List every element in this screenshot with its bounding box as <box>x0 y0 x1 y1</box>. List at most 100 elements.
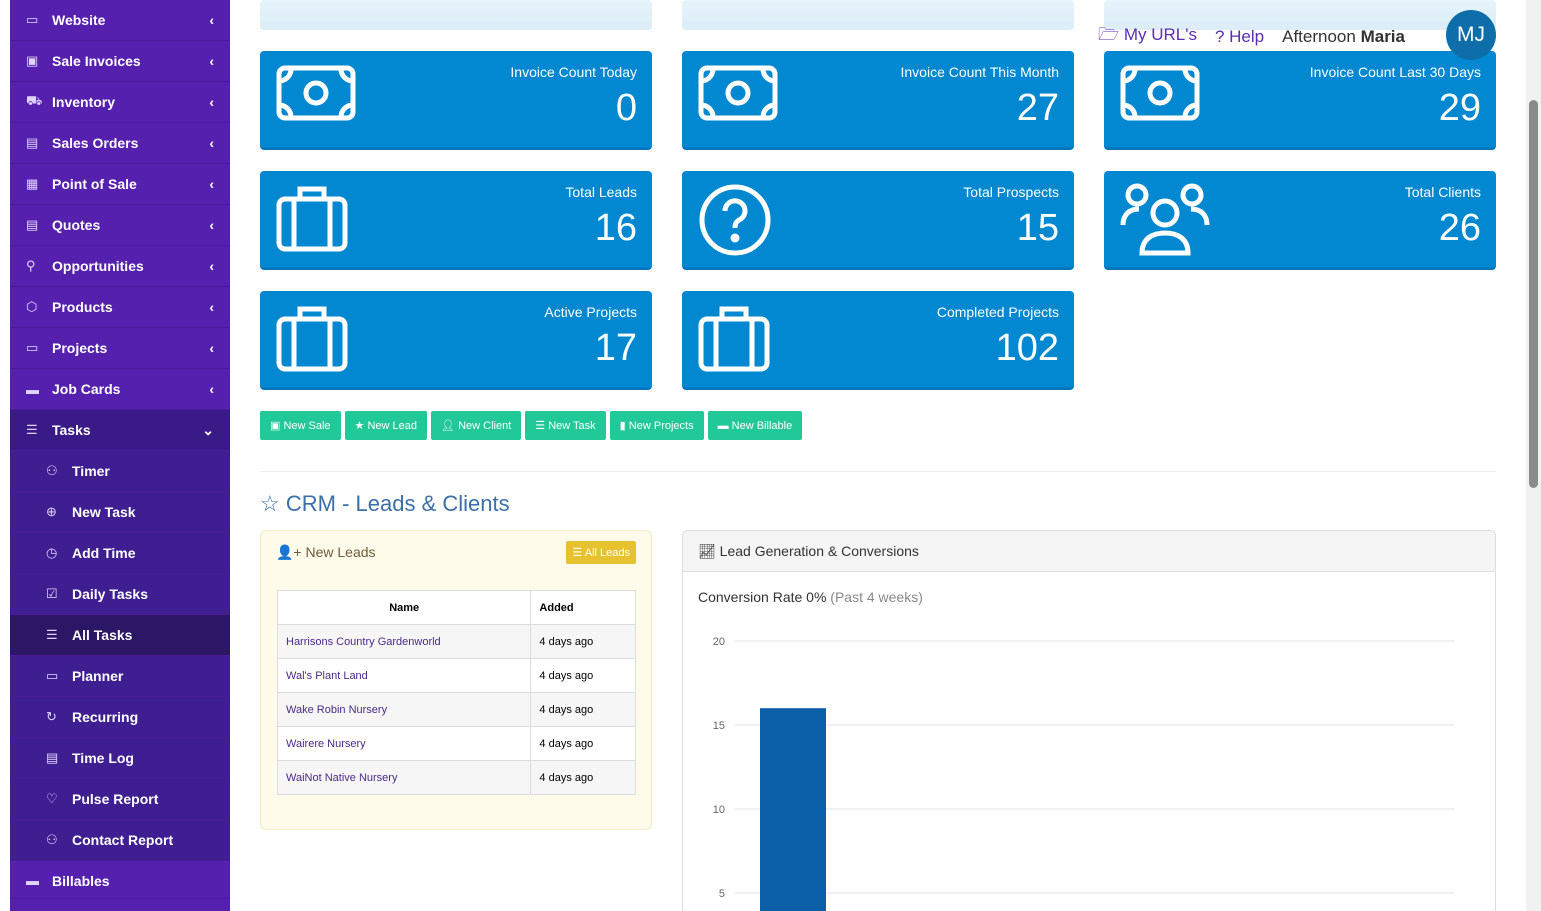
button-label: New Lead <box>367 419 418 432</box>
stat-tile[interactable]: Invoice Count Last 30 Days 29 <box>1104 51 1496 150</box>
lead-link[interactable]: Harrisons Country Gardenworld <box>286 635 441 648</box>
money-icon: ▣ <box>26 53 39 68</box>
lead-added: 4 days ago <box>530 658 636 693</box>
new-task-button[interactable]: ☰ New Task <box>525 411 606 440</box>
lead-generation-panel: 📈︎ Lead Generation & Conversions Convers… <box>682 530 1496 911</box>
my-urls-link[interactable]: 🗁 My URL's <box>1098 25 1197 44</box>
top-bar: 🗁 My URL's ? Help Afternoon Maria <box>1098 22 1405 51</box>
sidebar-item-label: Sales Orders <box>52 135 139 151</box>
sidebar-subitem-recurring[interactable]: ↻ Recurring <box>10 697 230 738</box>
sidebar-item-label: Add Time <box>72 545 136 561</box>
sidebar-item-website[interactable]: ▭ Website ‹ <box>10 0 230 41</box>
document-icon: ▤ <box>26 135 39 150</box>
sidebar-item-opportunities[interactable]: ⚲ Opportunities ‹ <box>10 246 230 287</box>
lead-chart: 5 10 15 20 <box>713 636 1455 911</box>
table-row: Wairere Nursery 4 days ago <box>276 726 636 761</box>
sidebar-item-point-of-sale[interactable]: ▦ Point of Sale ‹ <box>10 164 230 205</box>
all-leads-button[interactable]: ☰ All Leads <box>566 540 636 564</box>
sidebar-subitem-time-log[interactable]: ▤ Time Log <box>10 738 230 779</box>
check-square-icon: ☑ <box>46 586 58 601</box>
sidebar-subitem-planner[interactable]: ▭ Planner <box>10 656 230 697</box>
sidebar-subitem-all-tasks[interactable]: ☰ All Tasks <box>10 615 230 656</box>
chevron-left-icon: ‹ <box>209 299 214 315</box>
stat-tile[interactable]: Total Prospects 15 <box>682 171 1074 270</box>
stat-value: 0 <box>615 87 637 129</box>
sidebar-item-sale-invoices[interactable]: ▣ Sale Invoices ‹ <box>10 41 230 82</box>
scrollbar-thumb[interactable] <box>1529 100 1538 488</box>
stat-tile[interactable]: Active Projects 17 <box>260 291 652 390</box>
sidebar-subitem-new-task[interactable]: ⊕ New Task <box>10 492 230 533</box>
sidebar-item-label: Opportunities <box>52 258 144 274</box>
new-projects-button[interactable]: ▮ New Projects <box>609 411 704 440</box>
new-leads-label: New Leads <box>305 543 376 560</box>
sidebar-item-products[interactable]: ⬡ Products ‹ <box>10 287 230 328</box>
chevron-left-icon: ‹ <box>209 135 214 151</box>
sidebar-item-label: Point of Sale <box>52 176 137 192</box>
sidebar-subitem-contact-report[interactable]: ⚇ Contact Report <box>10 820 230 861</box>
new-client-button[interactable]: 👤︎ New Client <box>431 411 522 440</box>
briefcase-icon: ▮ <box>619 420 626 432</box>
sidebar-subitem-daily-tasks[interactable]: ☑ Daily Tasks <box>10 574 230 615</box>
chevron-left-icon: ‹ <box>209 12 214 28</box>
id-card-icon: ▬ <box>26 381 39 397</box>
sidebar-subitem-timer[interactable]: ⚇ Timer <box>10 451 230 492</box>
lead-link[interactable]: Wal's Plant Land <box>286 669 368 682</box>
sidebar-item-label: Projects <box>52 340 108 356</box>
lead-name-cell: Harrisons Country Gardenworld <box>276 624 532 659</box>
button-label: New Projects <box>628 419 694 432</box>
sidebar-item-label: Sale Invoices <box>52 53 141 69</box>
sidebar-item-label: Pulse Report <box>72 791 159 807</box>
button-label: New Sale <box>283 419 331 432</box>
sidebar-item-inventory[interactable]: ⛟ Inventory ‹ <box>10 82 230 123</box>
user-name: Maria <box>1360 26 1405 46</box>
new-billable-button[interactable]: ▬ New Billable <box>707 411 803 440</box>
sidebar-subitem-pulse-report[interactable]: ♡ Pulse Report <box>10 779 230 820</box>
sidebar-item-quotes[interactable]: ▤ Quotes ‹ <box>10 205 230 246</box>
lead-name-cell: Wal's Plant Land <box>276 658 532 693</box>
button-label: New Task <box>548 419 596 432</box>
sidebar-item-tasks[interactable]: ☰ Tasks ⌄ <box>10 410 230 451</box>
sidebar-item-label: Planner <box>72 668 124 684</box>
new-lead-button[interactable]: ★ New Lead <box>344 411 428 440</box>
stat-tile[interactable]: Total Clients 26 <box>1104 171 1496 270</box>
sidebar-subitem-add-time[interactable]: ◷ Add Time <box>10 533 230 574</box>
divider <box>260 471 1496 472</box>
stat-label: Active Projects <box>544 304 637 320</box>
lead-link[interactable]: Wake Robin Nursery <box>286 703 388 716</box>
sidebar-item-billables[interactable]: ▬ Billables <box>10 863 230 899</box>
help-label: Help <box>1229 26 1265 46</box>
stat-tile[interactable]: Total Leads 16 <box>260 171 652 270</box>
conversion-rate: Conversion Rate 0% (Past 4 weeks) <box>698 589 923 605</box>
new-leads-title: 👤+ New Leads <box>276 544 376 561</box>
new-sale-button[interactable]: ▣ New Sale <box>260 411 341 440</box>
list-icon: ☰ <box>535 420 546 432</box>
stat-value: 29 <box>1438 87 1481 129</box>
avatar[interactable]: MJ <box>1446 10 1496 60</box>
stat-tile[interactable]: Invoice Count This Month 27 <box>682 51 1074 150</box>
lead-link[interactable]: Wairere Nursery <box>286 737 366 750</box>
all-leads-label: All Leads <box>584 546 630 559</box>
lead-added: 4 days ago <box>530 624 636 659</box>
stat-label: Completed Projects <box>936 304 1059 320</box>
box-icon: ⬡ <box>26 299 38 314</box>
sidebar-item-projects[interactable]: ▭ Projects ‹ <box>10 328 230 369</box>
sidebar-item-job-cards[interactable]: ▬ Job Cards ‹ <box>10 369 230 410</box>
scrollbar[interactable] <box>1526 0 1541 911</box>
stat-label: Total Leads <box>565 184 637 200</box>
chevron-left-icon: ‹ <box>209 94 214 110</box>
conversion-rate-value: Conversion Rate 0% <box>698 589 827 605</box>
stat-tile[interactable]: Invoice Count Today 0 <box>260 51 652 150</box>
stat-value: 17 <box>594 327 637 369</box>
sidebar-item-sales-orders[interactable]: ▤ Sales Orders ‹ <box>10 123 230 164</box>
stat-tile[interactable]: Completed Projects 102 <box>682 291 1074 390</box>
chevron-left-icon: ‹ <box>209 176 214 192</box>
briefcase-icon: ▭ <box>26 340 39 355</box>
chevron-left-icon: ‹ <box>209 53 214 69</box>
bar[interactable] <box>760 708 826 911</box>
help-link[interactable]: ? Help <box>1214 26 1265 46</box>
sidebar-item-label: Daily Tasks <box>72 586 149 602</box>
chevron-down-icon: ⌄ <box>202 421 214 438</box>
calendar-icon: ▭ <box>46 668 59 683</box>
table-row: Harrisons Country Gardenworld 4 days ago <box>276 624 636 659</box>
lead-link[interactable]: WaiNot Native Nursery <box>286 771 398 784</box>
